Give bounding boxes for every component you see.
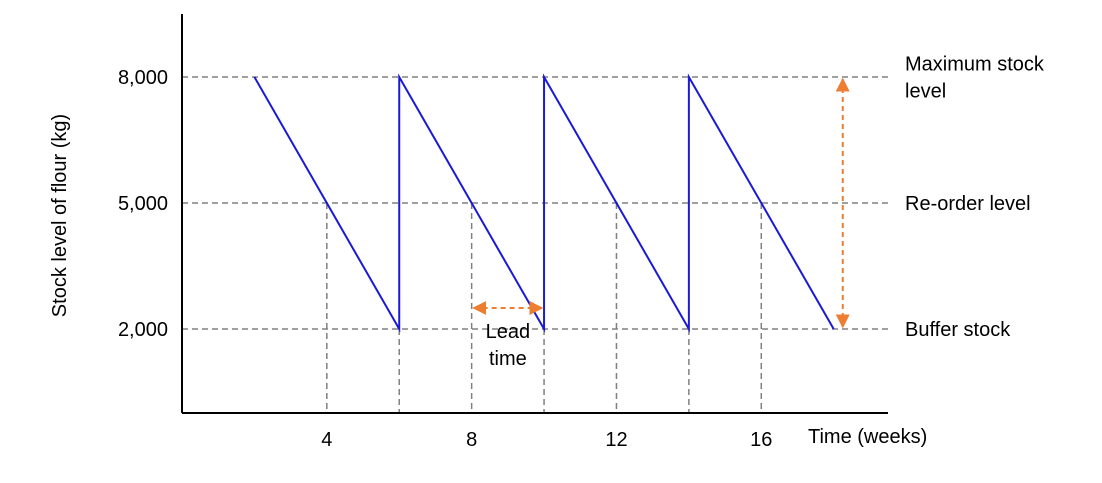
stock-level-line [253, 73, 835, 333]
x-tick-label: 16 [750, 429, 772, 451]
lead-time-label: Lead [486, 321, 531, 343]
reference-label: Maximum stock [905, 54, 1045, 76]
x-tick-label: 12 [605, 429, 627, 451]
tick-labels: 2,000 5,000 8,000 4 8 12 16 [118, 67, 772, 451]
series-layer [253, 73, 835, 333]
y-tick-label: 2,000 [118, 319, 168, 341]
axes [181, 14, 888, 414]
guide-lines [182, 76, 888, 413]
axis-labels: Time (weeks) Stock level of flour (kg) [49, 114, 927, 448]
lead-time-label: time [489, 348, 527, 370]
x-axis-label: Time (weeks) [808, 426, 927, 448]
y-axis-label: Stock level of flour (kg) [49, 114, 71, 317]
reference-label: Re-order level [905, 193, 1031, 215]
y-tick-label: 8,000 [118, 67, 168, 89]
x-tick-label: 4 [321, 429, 332, 451]
reference-label: level [905, 81, 946, 103]
annotations-layer: Maximum stock level Re-order level Buffer s… [472, 54, 1045, 370]
reference-label: Buffer stock [905, 319, 1011, 341]
y-tick-label: 5,000 [118, 193, 168, 215]
x-tick-label: 8 [466, 429, 477, 451]
